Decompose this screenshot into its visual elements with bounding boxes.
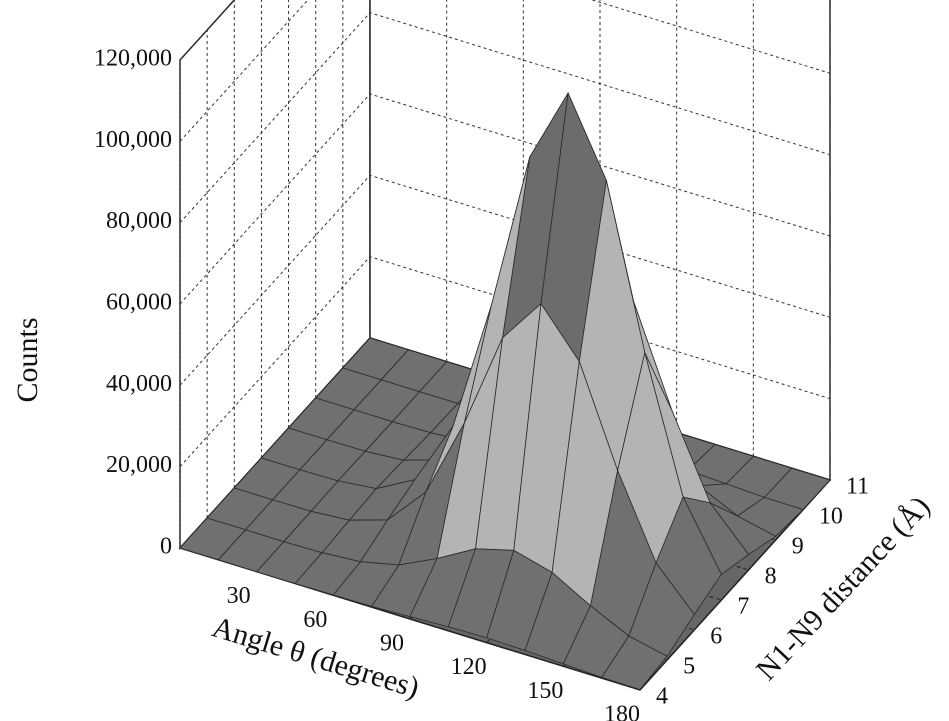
y-tick-label: 8 (765, 564, 777, 590)
y-tick-label: 9 (792, 534, 804, 560)
z-tick-label: 20,000 (106, 452, 172, 478)
y-tick-label: 10 (819, 504, 843, 530)
z-tick-label: 80,000 (106, 208, 172, 234)
y-tick-label: 7 (737, 594, 749, 620)
y-tick-label: 6 (710, 624, 722, 650)
z-tick-label: 0 (160, 534, 172, 560)
z-tick-label: 60,000 (106, 290, 172, 316)
y-tick-label: 5 (683, 654, 695, 680)
z-axis-title: Counts (11, 317, 44, 402)
grid-line (179, 256, 831, 468)
z-tick-label: 120,000 (94, 46, 172, 72)
z-tick-label: 100,000 (94, 127, 172, 153)
x-tick-label: 90 (380, 631, 404, 657)
y-tick-label: 11 (846, 474, 869, 500)
grid-line (179, 93, 831, 305)
x-tick-label: 150 (527, 678, 563, 704)
surface-cell (601, 635, 668, 691)
x-tick-label: 60 (303, 607, 327, 633)
x-tick-label: 180 (604, 702, 640, 721)
y-tick-label: 4 (656, 684, 668, 710)
grid-line (639, 479, 831, 691)
x-tick-label: 30 (227, 583, 251, 609)
x-tick-label: 120 (451, 654, 487, 680)
z-tick-label: 40,000 (106, 371, 172, 397)
